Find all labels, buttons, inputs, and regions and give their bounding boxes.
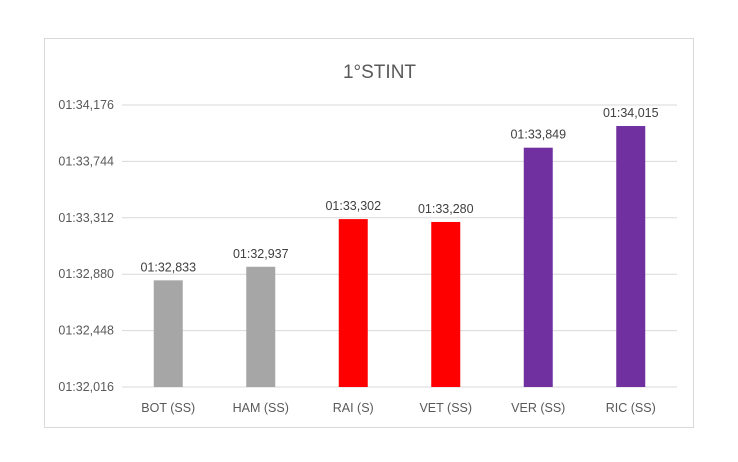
x-axis-ticks: BOT (SS) HAM (SS) RAI (S) VET (SS) VER (SS) R… [141, 401, 655, 415]
gridlines [122, 104, 677, 388]
bar [431, 221, 461, 387]
data-label: 01:33,849 [510, 128, 566, 142]
data-label: 01:33,302 [325, 199, 381, 213]
data-label: 01:32,937 [233, 247, 289, 261]
bar [523, 147, 553, 387]
bar [616, 126, 646, 388]
y-tick-label: 01:32,880 [58, 267, 114, 281]
x-tick-label: BOT (SS) [141, 401, 195, 415]
data-label: 01:32,833 [140, 260, 196, 274]
bar-chart: 1°STINT 01:32,016 01:32,448 01:32,880 01:33… [58, 62, 677, 415]
y-tick-label: 01:33,744 [58, 154, 114, 168]
bars [153, 126, 646, 388]
chart-area: 1°STINT 01:32,016 01:32,448 01:32,880 01:33… [44, 38, 694, 428]
y-tick-label: 01:32,016 [58, 380, 114, 394]
y-tick-label: 01:32,448 [58, 324, 114, 338]
y-tick-label: 01:33,312 [58, 211, 114, 225]
data-labels: 01:32,833 01:32,937 01:33,302 01:33,280 01:3… [140, 106, 658, 274]
x-tick-label: VER (SS) [511, 401, 565, 415]
x-tick-label: RAI (S) [333, 401, 374, 415]
chart-title: 1°STINT [343, 62, 416, 83]
bar [246, 266, 276, 387]
data-label: 01:33,280 [418, 202, 474, 216]
bar [153, 280, 183, 387]
x-tick-label: RIC (SS) [606, 401, 656, 415]
y-tick-label: 01:34,176 [58, 98, 114, 112]
y-axis-ticks: 01:32,016 01:32,448 01:32,880 01:33,312 01:3… [58, 98, 114, 394]
bar [338, 219, 368, 387]
x-tick-label: HAM (SS) [233, 401, 289, 415]
data-label: 01:34,015 [603, 106, 659, 120]
x-tick-label: VET (SS) [419, 401, 472, 415]
